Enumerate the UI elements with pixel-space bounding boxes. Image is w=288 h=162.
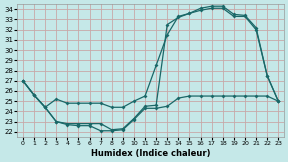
X-axis label: Humidex (Indice chaleur): Humidex (Indice chaleur): [91, 149, 210, 158]
